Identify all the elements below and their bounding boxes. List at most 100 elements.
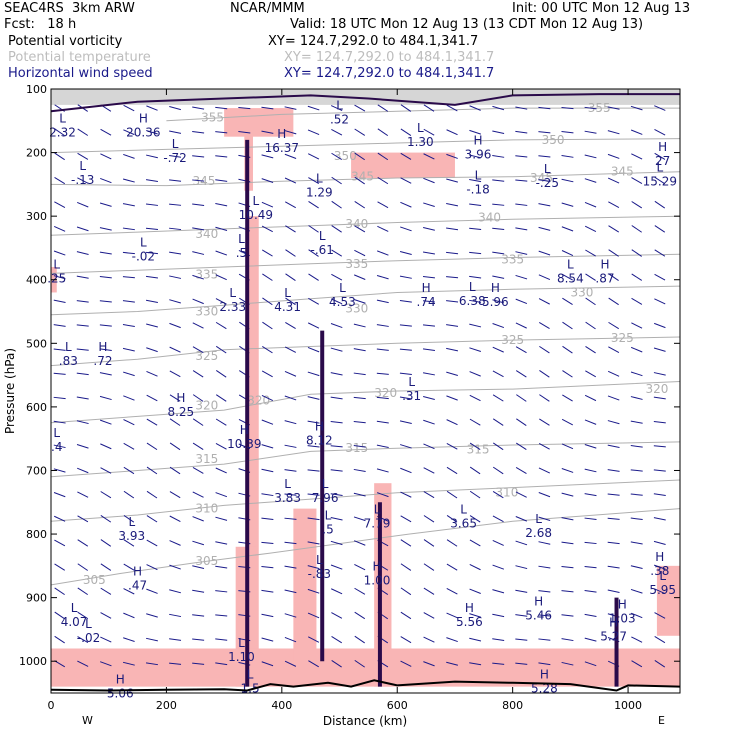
wind-vector-395 <box>446 442 458 450</box>
wind-vector-639 <box>469 662 482 666</box>
wind-vector-281 <box>307 346 320 353</box>
wind-vector-335 <box>307 396 320 400</box>
wind-vector-388 <box>284 444 297 448</box>
wind-vector-33 <box>192 130 205 134</box>
wind-vector-26 <box>654 105 666 111</box>
wind-vector-240 <box>608 297 619 306</box>
wind-vector-357 <box>192 418 204 426</box>
x-end-label-west: W <box>82 714 93 727</box>
wind-vector-184 <box>561 250 574 257</box>
wind-vector-511 <box>630 541 643 545</box>
wind-vector-28 <box>77 128 89 136</box>
pv-extremum-marker-53: H <box>116 673 125 687</box>
wind-vector-146 <box>308 225 319 233</box>
wind-vector-404 <box>653 445 666 448</box>
pv-extremum-value-0: 20.36 <box>126 125 160 139</box>
wind-vector-126 <box>469 203 482 206</box>
pv-extremum-marker-16: L <box>319 229 326 243</box>
wind-vector-598 <box>146 637 158 642</box>
wind-vector-48 <box>538 131 551 134</box>
wind-vector-49 <box>561 131 574 134</box>
pv-extremum-marker-25: H <box>600 258 609 272</box>
pv-extremum-marker-26: L <box>65 340 72 354</box>
theta-label-330-0: 330 <box>195 305 218 319</box>
pv-extremum-value-40: 1.00 <box>364 574 391 588</box>
pv-extremum-value-20: 4.53 <box>329 295 356 309</box>
wind-vector-270 <box>53 348 66 351</box>
wind-vector-234 <box>469 299 482 303</box>
wind-vector-636 <box>400 660 412 667</box>
wind-vector-450 <box>469 490 481 499</box>
wind-vector-461 <box>100 515 112 523</box>
wind-vector-594 <box>54 635 65 644</box>
wind-vector-125 <box>446 203 459 207</box>
wind-vector-328 <box>146 394 158 402</box>
wind-vector-390 <box>330 445 343 448</box>
pv-extremum-value-12: 15.29 <box>643 174 677 188</box>
wind-vector-508 <box>561 541 574 545</box>
theta-label-340-2: 340 <box>478 210 501 224</box>
wind-vector-393 <box>400 444 412 449</box>
wind-vector-403 <box>630 445 643 448</box>
wind-vector-498 <box>330 540 343 546</box>
wind-vector-292 <box>562 345 573 354</box>
pv-extremum-marker-1: L <box>59 111 66 125</box>
wind-vector-88 <box>215 179 228 182</box>
wind-vector-350 <box>653 396 666 400</box>
wind-vector-248 <box>169 322 181 329</box>
wind-vector-174 <box>331 249 343 257</box>
wind-vector-83 <box>100 177 112 184</box>
wind-vector-92 <box>308 177 319 185</box>
wind-vector-397 <box>492 442 504 451</box>
wind-vector-356 <box>169 418 181 426</box>
theta-label-335-2: 335 <box>501 252 524 266</box>
wind-vector-204 <box>399 275 412 279</box>
wind-vector-425 <box>515 466 527 474</box>
wind-vector-478 <box>492 515 504 523</box>
wind-vector-59 <box>169 155 182 158</box>
theta-contour-330 <box>50 285 681 316</box>
wind-vector-432 <box>53 492 66 498</box>
wind-vector-480 <box>538 516 551 521</box>
wind-vector-29 <box>100 128 112 136</box>
wind-vector-189 <box>53 275 66 280</box>
wind-vector-271 <box>76 348 89 351</box>
wind-vector-599 <box>169 638 182 641</box>
wind-vector-343 <box>492 394 504 402</box>
theta-label-340-0: 340 <box>195 227 218 241</box>
wind-vector-310 <box>353 372 366 376</box>
wind-vector-39 <box>331 128 343 136</box>
theta-label-345-1: 345 <box>351 170 374 184</box>
pv-extremum-marker-27: H <box>98 340 107 354</box>
wind-vector-31 <box>146 129 158 135</box>
wind-vector-324 <box>53 396 66 400</box>
theta-label-340-1: 340 <box>345 217 368 231</box>
wind-vector-46 <box>492 130 505 134</box>
theta-contour-325 <box>50 336 681 367</box>
wind-vector-245 <box>99 324 112 327</box>
pv-extremum-value-33: 3.83 <box>274 491 301 505</box>
wind-vector-157 <box>561 226 574 232</box>
wind-vector-193 <box>145 275 158 279</box>
wind-vector-178 <box>422 251 435 255</box>
wind-vector-167 <box>169 251 182 255</box>
wind-vector-304 <box>215 370 227 378</box>
wind-vector-20 <box>515 106 528 110</box>
wind-vector-365 <box>376 420 389 424</box>
wind-vector-465 <box>192 516 204 522</box>
wind-vector-547 <box>215 590 228 593</box>
pv-extremum-value-37: 2.68 <box>525 526 552 540</box>
wind-vector-279 <box>262 346 273 354</box>
wind-vector-258 <box>399 324 412 327</box>
wind-vector-522 <box>261 565 274 569</box>
pv-extremum-value-13: .52 <box>330 113 349 127</box>
pv-extremum-marker-6: L <box>316 172 323 186</box>
pv-extremum-value-3: -.13 <box>71 173 94 187</box>
wind-vector-454 <box>561 492 574 497</box>
wind-vector-344 <box>516 394 527 402</box>
wind-vector-24 <box>607 106 620 110</box>
wind-vector-212 <box>585 273 596 281</box>
x-axis-label: Distance (km) <box>323 714 407 728</box>
pv-extremum-value-16: -.61 <box>311 243 334 257</box>
y-tick-label-7: 800 <box>26 528 47 541</box>
